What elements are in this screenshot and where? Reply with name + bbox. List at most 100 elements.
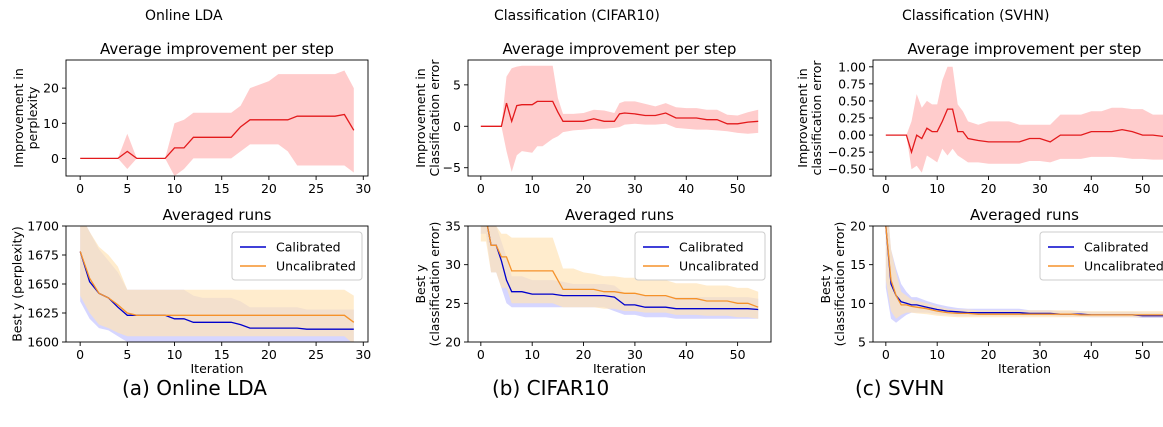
plot-frame [467, 225, 772, 343]
column-heading-svhn: Classification (SVHN) [902, 8, 1049, 24]
y-axis-label: Best y [413, 264, 428, 304]
y-axis-label: Improvement in [795, 68, 810, 167]
caption-lda: (a) Online LDA [122, 376, 267, 400]
uncalibrated-band [80, 226, 354, 342]
legend-label-uncalibrated: Uncalibrated [1084, 259, 1163, 274]
caption-cifar: (b) CIFAR10 [492, 376, 609, 400]
uncalibrated-line [486, 226, 759, 308]
x-tick-label: 40 [678, 347, 694, 362]
x-tick-label: 10 [524, 181, 540, 196]
x-tick-label: 20 [576, 181, 592, 196]
y-tick-label: 1650 [27, 277, 59, 292]
y-tick-label: 20 [43, 81, 59, 96]
caption-svhn: (c) SVHN [855, 376, 944, 400]
plot-frame [467, 59, 772, 177]
x-tick-label: 0 [882, 181, 890, 196]
y-axis-label: Improvement in [413, 68, 428, 167]
y-axis-label: Best y [818, 264, 833, 304]
x-tick-label: 40 [678, 181, 694, 196]
y-axis-label: Improvement in [11, 68, 26, 167]
uncalibrated-band [885, 226, 1163, 319]
y-tick-label: 25 [445, 296, 461, 311]
y-tick-label: 0 [51, 151, 59, 166]
x-tick-label: 50 [730, 181, 746, 196]
x-tick-label: 30 [1032, 181, 1048, 196]
x-tick-label: 10 [167, 181, 183, 196]
y-tick-label: 30 [445, 257, 461, 272]
plot-area [79, 226, 355, 342]
x-tick-label: 0 [477, 181, 485, 196]
panel-title: Averaged runs [565, 206, 674, 224]
y-tick-label: 1675 [27, 248, 59, 263]
x-tick-label: 40 [1083, 181, 1099, 196]
legend-box [231, 231, 363, 281]
x-tick-label: 25 [308, 181, 324, 196]
panel-title: Averaged runs [163, 206, 272, 224]
x-tick-label: 25 [308, 347, 324, 362]
legend-box [1039, 231, 1163, 281]
legend-label-calibrated: Calibrated [1084, 240, 1149, 255]
panel-cifar-runs: Averaged runs 0 10 20 30 40 50 20 25 30 35 Iteratio… [413, 206, 772, 376]
x-tick-label: 40 [1083, 347, 1099, 362]
y-tick-label: 1625 [27, 306, 59, 321]
x-tick-label: 20 [981, 181, 997, 196]
plot-frame [872, 225, 1163, 343]
panel-lda-improvement: Average improvement per step 0 5 10 15 20 25 30… [11, 40, 371, 196]
panel-cifar-improvement: Average improvement per step 0 10 20 30 40 50 −… [413, 40, 772, 196]
x-tick-label: 30 [627, 181, 643, 196]
y-tick-label: 1600 [27, 335, 59, 350]
y-tick-label: 0.75 [838, 76, 866, 91]
panel-title: Average improvement per step [503, 40, 737, 58]
x-tick-label: 0 [76, 181, 84, 196]
x-tick-label: 10 [167, 347, 183, 362]
improvement-line [80, 113, 355, 160]
panel-svhn-improvement: Average improvement per step 0 10 20 30 40 50 −… [795, 40, 1163, 196]
x-tick-label: 30 [355, 181, 371, 196]
x-axis-label: Iteration [998, 361, 1051, 376]
x-tick-label: 30 [1032, 347, 1048, 362]
x-tick-label: 5 [123, 181, 131, 196]
legend-label-uncalibrated: Uncalibrated [679, 259, 759, 274]
x-tick-label: 0 [882, 347, 890, 362]
plot-area [480, 226, 759, 319]
panel-lda-runs: Averaged runs 0 5 10 15 20 25 30 1600 1625 1650 167… [10, 206, 372, 376]
y-axis-label: Classification error [427, 59, 442, 177]
plot-area [885, 66, 1163, 173]
improvement-band [885, 66, 1163, 173]
calibrated-line [79, 251, 354, 330]
legend-label-calibrated: Calibrated [276, 240, 341, 255]
y-axis-label: Best y (perplexity) [10, 226, 25, 342]
plot-area [480, 65, 759, 172]
y-tick-label: −0.50 [828, 162, 866, 177]
y-tick-label: 10 [850, 296, 866, 311]
y-axis-label: (classification error) [427, 222, 442, 347]
y-tick-label: 0.50 [838, 93, 866, 108]
y-tick-label: −0.25 [828, 145, 866, 160]
x-tick-label: 20 [981, 347, 997, 362]
x-tick-label: 15 [214, 181, 230, 196]
x-tick-label: 30 [355, 347, 371, 362]
x-axis-label: Iteration [593, 361, 646, 376]
x-tick-label: 15 [214, 347, 230, 362]
y-tick-label: 0.00 [838, 128, 866, 143]
y-tick-label: 20 [445, 335, 461, 350]
y-tick-label: 20 [850, 219, 866, 234]
calibrated-line [486, 226, 759, 311]
x-tick-label: 50 [1135, 347, 1151, 362]
y-tick-label: −5 [443, 160, 461, 175]
x-tick-label: 20 [261, 181, 277, 196]
y-tick-label: 5 [453, 77, 461, 92]
legend-label-calibrated: Calibrated [679, 240, 744, 255]
y-axis-label: (classification error) [832, 222, 847, 347]
panel-title: Averaged runs [970, 206, 1079, 224]
legend-box [634, 231, 766, 281]
y-tick-label: 5 [858, 335, 866, 350]
x-tick-label: 0 [76, 347, 84, 362]
x-axis-label: Iteration [190, 361, 243, 376]
x-tick-label: 50 [730, 347, 746, 362]
x-tick-label: 20 [261, 347, 277, 362]
plot-area [885, 226, 1163, 323]
y-axis-label: perplexity [25, 86, 40, 149]
panel-title: Average improvement per step [100, 40, 334, 58]
